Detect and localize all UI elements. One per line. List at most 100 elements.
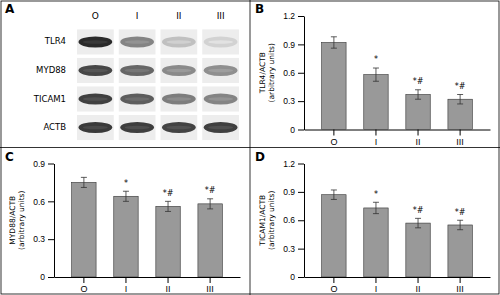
y-axis-title-line: (arbitrary units) (17, 191, 26, 250)
error-bar (457, 220, 463, 229)
error-cap (331, 48, 337, 49)
y-tick: 1.2 (283, 159, 304, 169)
x-tick: III (456, 277, 464, 294)
panel-label: B (255, 2, 264, 16)
x-tick-label: O (330, 284, 337, 294)
bar (322, 42, 346, 129)
error-stem (460, 220, 461, 229)
y-tick-label: 0.9 (33, 159, 45, 169)
x-tick: O (330, 277, 337, 294)
band (162, 36, 196, 47)
y-tick-label: 0.6 (33, 197, 45, 207)
x-tick-mark (460, 130, 461, 136)
row-label: MYD88 (36, 65, 66, 75)
error-cap (207, 208, 213, 209)
lane (202, 29, 239, 54)
y-axis-title-line: (arbitrary units) (267, 43, 276, 102)
column-label: III (217, 11, 225, 21)
significance: *# (455, 82, 466, 91)
error-stem (168, 201, 169, 211)
y-tick: 0 (290, 272, 304, 282)
band (78, 65, 112, 76)
y-axis: 00.30.60.91.2 (283, 159, 304, 283)
y-tick-mark (48, 277, 54, 278)
error-cap (331, 189, 337, 190)
y-tick-mark (298, 130, 304, 131)
significance: *# (413, 77, 424, 86)
y-tick-label: 0.3 (283, 244, 295, 254)
y-tick-mark (298, 277, 304, 278)
error-bar (457, 95, 463, 104)
band-highlight (208, 69, 233, 73)
error-cap (415, 89, 421, 90)
y-tick: 0.9 (283, 40, 304, 50)
band (78, 36, 112, 47)
x-tick: II (166, 277, 171, 294)
y-tick-label: 1.2 (283, 159, 295, 169)
error-cap (457, 94, 463, 95)
x-tick-label: I (375, 284, 378, 294)
error-stem (375, 68, 376, 81)
band (120, 36, 154, 47)
lane (77, 115, 114, 140)
error-cap (207, 198, 213, 199)
band-highlight (125, 97, 150, 101)
lane (119, 115, 156, 140)
y-tick-mark (298, 44, 304, 45)
error-bar (373, 202, 379, 213)
band (120, 122, 154, 133)
plot-marks (322, 37, 473, 130)
error-stem (418, 90, 419, 99)
error-cap (123, 191, 129, 192)
error-bar (123, 191, 129, 201)
plot-marks (72, 177, 223, 277)
x-tick-label: O (330, 137, 337, 147)
significance: *# (205, 186, 216, 195)
band-highlight (208, 97, 233, 101)
frame (1, 1, 499, 294)
error-stem (460, 95, 461, 104)
significance: *# (163, 189, 174, 198)
x-axis: OIIIIII (55, 277, 241, 294)
x-tick-label: II (416, 137, 421, 147)
lane (161, 86, 198, 111)
y-tick-mark (48, 164, 54, 165)
error-stem (333, 190, 334, 199)
error-cap (81, 187, 87, 188)
band-highlight (166, 69, 191, 73)
x-tick-mark (375, 277, 376, 283)
x-tick-mark (333, 277, 334, 283)
band-highlight (208, 40, 233, 44)
lane (161, 58, 198, 83)
significance: * (374, 190, 378, 199)
row-label: TLR4 (44, 36, 66, 46)
y-tick-mark (298, 220, 304, 221)
x-tick-mark (83, 277, 84, 283)
y-tick: 0.3 (283, 96, 304, 106)
bar (322, 195, 346, 277)
y-tick-label: 1.2 (283, 11, 295, 21)
y-tick-mark (298, 73, 304, 74)
error-cap (415, 227, 421, 228)
band (204, 65, 238, 76)
y-tick: 0 (290, 125, 304, 135)
band (204, 36, 238, 47)
bar (364, 75, 388, 130)
y-tick-label: 0.3 (283, 96, 295, 106)
lane (119, 58, 156, 83)
band (204, 122, 238, 133)
x-tick: II (416, 277, 421, 294)
error-cap (457, 220, 463, 221)
x-tick-label: III (456, 137, 464, 147)
figure: AOIIIIIITLR4MYD88TICAM1ACTBB**#*#OIIIIII… (0, 0, 500, 295)
error-cap (331, 199, 337, 200)
bar (448, 99, 472, 129)
y-tick-label: 0 (40, 272, 45, 282)
y-tick: 0.6 (283, 215, 304, 225)
x-axis-line (305, 130, 491, 131)
band-highlight (125, 40, 150, 44)
panel: C**#*#OIIIIII00.30.60.9MYD88/ACTB(arbitr… (5, 150, 241, 295)
error-cap (331, 36, 337, 37)
error-cap (81, 177, 87, 178)
band-highlight (166, 126, 191, 130)
